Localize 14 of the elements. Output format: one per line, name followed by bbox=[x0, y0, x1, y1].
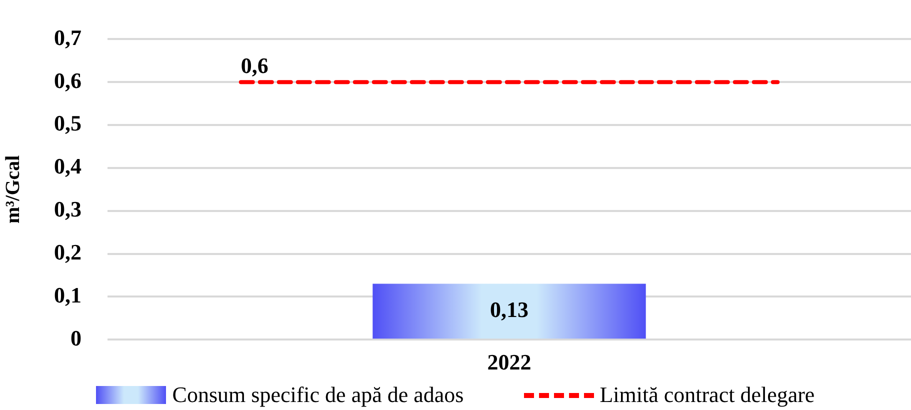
annotation: 0,6 bbox=[240, 52, 268, 78]
y-tick-label: 0,7 bbox=[54, 24, 82, 50]
y-tick-label: 0,5 bbox=[54, 110, 82, 136]
y-tick-label: 0,2 bbox=[54, 239, 82, 264]
y-tick-label: 0,6 bbox=[54, 68, 82, 93]
y-tick-label: 0,4 bbox=[54, 154, 82, 179]
y-tick-label: 0,1 bbox=[54, 282, 82, 308]
legend-label: Consum specific de apă de adaos bbox=[172, 382, 464, 408]
legend-label: Limită contract delegare bbox=[600, 382, 815, 408]
x-tick-label: 2022 bbox=[487, 349, 532, 374]
y-tick-label: 0,3 bbox=[54, 196, 82, 222]
data-label: 0,13 bbox=[490, 296, 528, 322]
y-axis-title: m³/Gcal bbox=[2, 154, 24, 224]
y-tick-label: 0 bbox=[70, 325, 82, 350]
